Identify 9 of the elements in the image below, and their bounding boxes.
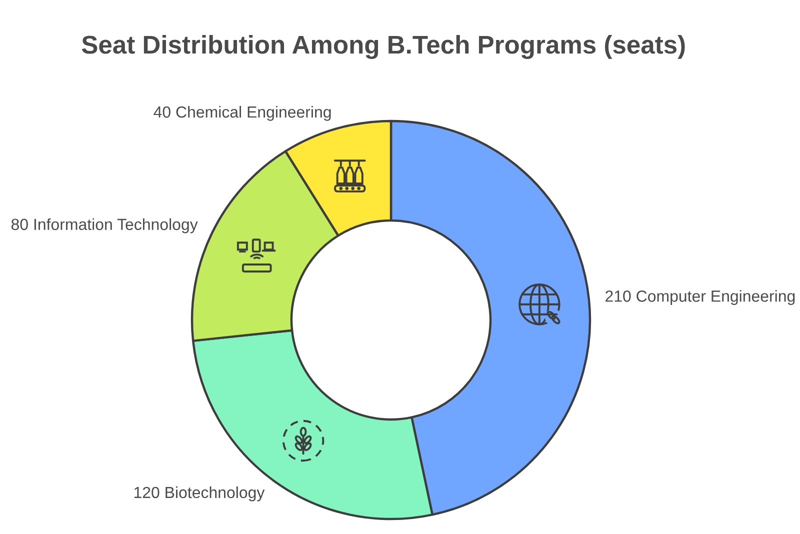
slice-label: Chemical Engineering bbox=[176, 106, 331, 121]
slice-label: Information Technology bbox=[34, 218, 198, 234]
data-label: 40 bbox=[154, 106, 170, 118]
chart-title: Seat Distribution Among B.Tech Programs (seats) bbox=[82, 35, 685, 59]
data-label: 80 bbox=[11, 218, 28, 230]
data-label: 210 bbox=[606, 290, 631, 302]
data-label: 120 bbox=[134, 486, 160, 498]
slice-label: Computer Engineering bbox=[636, 290, 795, 305]
slice-label: Biotechnology bbox=[166, 486, 265, 502]
